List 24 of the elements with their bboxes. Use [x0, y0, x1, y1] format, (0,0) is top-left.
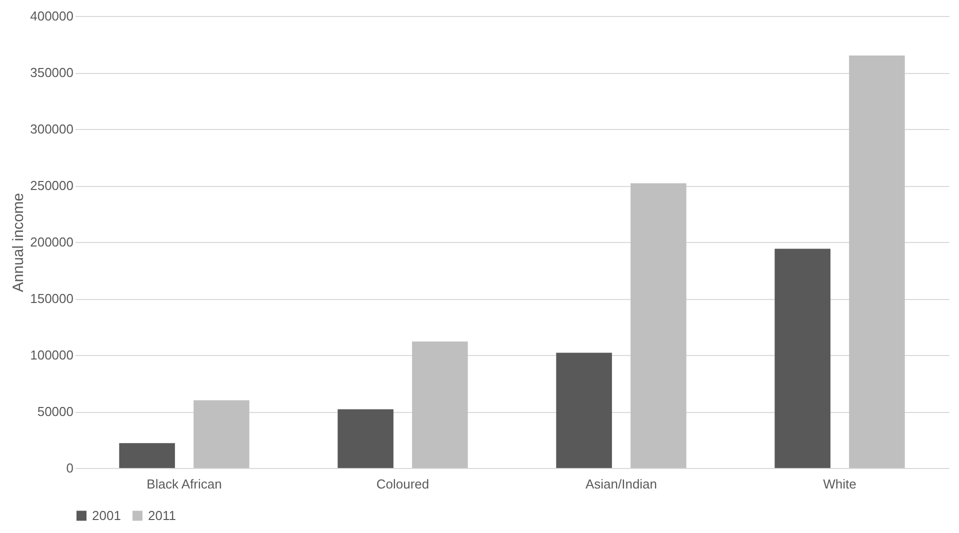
bar	[412, 341, 468, 468]
y-tick-label: 200000	[30, 234, 74, 250]
bar	[774, 248, 830, 468]
y-tick-label: 50000	[37, 404, 74, 419]
x-tick-label: White	[823, 476, 856, 492]
y-tick-label: 0	[66, 460, 74, 476]
y-axis-title: Annual income	[10, 192, 28, 292]
x-tick-label: Asian/Indian	[585, 476, 658, 492]
legend-label: 2011	[148, 508, 176, 523]
x-tick-label: Coloured	[376, 476, 430, 492]
y-tick-label: 100000	[30, 348, 74, 362]
y-tick-label: 300000	[30, 122, 74, 136]
x-tick-label: Black African	[146, 476, 222, 492]
bar	[194, 400, 250, 468]
y-tick-label: 400000	[30, 8, 74, 24]
y-tick-label: 150000	[30, 291, 74, 306]
bar	[556, 352, 612, 468]
bar	[630, 183, 686, 468]
y-tick-label: 350000	[30, 65, 74, 80]
bar	[119, 443, 175, 468]
y-tick-label: 250000	[30, 178, 74, 193]
bar	[338, 409, 394, 468]
bar	[849, 56, 905, 468]
legend-label: 2001	[92, 508, 121, 523]
